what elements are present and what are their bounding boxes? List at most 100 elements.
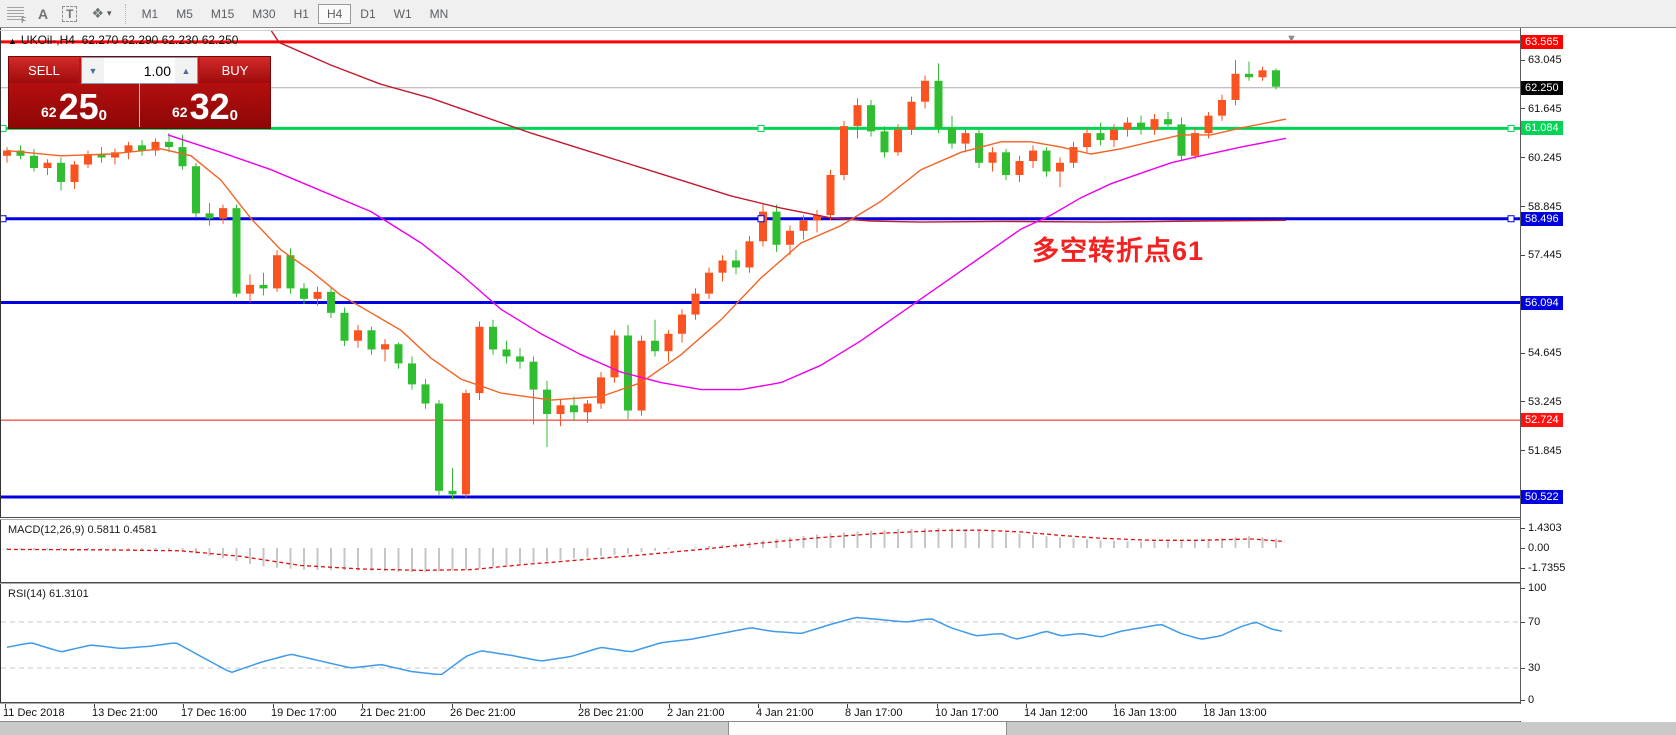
axis-separator [1520, 28, 1521, 722]
symbol-period-label: UKOil-,H4 [20, 33, 75, 47]
date-label: 18 Jan 13:00 [1203, 707, 1267, 719]
date-label: 28 Dec 21:00 [578, 707, 644, 719]
indicator-grid-icon[interactable]: F [7, 3, 26, 25]
timeframe-button-mn[interactable]: MN [429, 6, 449, 21]
chart-text-annotation[interactable]: 多空转折点61 [1032, 236, 1205, 266]
price-label-56.094: 56.094 [1521, 295, 1563, 310]
divider[interactable] [0, 582, 1676, 583]
price-label-63.045: 63.045 [1521, 53, 1562, 67]
divider [0, 30, 1676, 31]
line-handle[interactable] [1, 215, 7, 223]
buy-price-main: 32 [189, 86, 230, 127]
sell-price-sup: 0 [98, 107, 107, 124]
date-label: 16 Jan 13:00 [1113, 707, 1177, 719]
lot-decrease-button[interactable]: ▼ [82, 58, 104, 83]
arrows-objects-icon[interactable]: ❖ ▾ [91, 5, 112, 21]
divider[interactable] [0, 517, 1676, 518]
collapse-icon[interactable]: ▲ [8, 36, 17, 46]
chevron-down-icon: ▾ [107, 8, 112, 18]
horizontal-scrollbar[interactable] [0, 722, 1676, 735]
buy-price[interactable]: 62 32 0 [140, 83, 270, 127]
date-tick [1205, 704, 1206, 708]
sell-price[interactable]: 62 25 0 [9, 83, 140, 127]
ma-long-crimson [270, 29, 1287, 223]
rsi-axis-100: 100 [1521, 581, 1546, 595]
date-tick [273, 704, 274, 708]
macd-axis-1.4303: 1.4303 [1521, 521, 1562, 535]
date-tick [1115, 704, 1116, 708]
divider [0, 519, 1676, 520]
timeframe-group: M1 M5 M15 M30 H1 H4 D1 W1 MN [133, 3, 458, 24]
timeframe-button-d1[interactable]: D1 [360, 6, 376, 21]
price-label-51.845: 51.845 [1521, 444, 1562, 458]
price-label-53.245: 53.245 [1521, 395, 1562, 409]
divider [0, 583, 1676, 584]
sell-button[interactable]: SELL [9, 57, 79, 83]
price-label-58.496: 58.496 [1521, 211, 1563, 226]
timeframe-button-m1[interactable]: M1 [141, 6, 159, 21]
line-handle[interactable] [757, 215, 765, 223]
timeframe-button-w1[interactable]: W1 [393, 6, 412, 21]
date-label: 2 Jan 21:00 [667, 707, 725, 719]
price-label-52.724: 52.724 [1521, 413, 1563, 428]
date-tick [94, 704, 95, 708]
rsi-line [6, 616, 1283, 676]
rsi-axis-70: 70 [1521, 615, 1540, 629]
text-box-icon[interactable]: T [62, 3, 78, 25]
price-axis: 63.565 63.045 62.250 61.645 61.084 60.245 58.8… [1521, 28, 1676, 722]
lot-increase-button[interactable]: ▲ [175, 58, 197, 83]
price-label-61.084: 61.084 [1521, 121, 1563, 136]
one-click-trading-panel: SELL ▼ ▲ BUY 62 25 0 62 32 0 [8, 56, 271, 129]
date-label: 21 Dec 21:00 [360, 707, 426, 719]
toolbar: F A T ❖ ▾ M1 M5 M15 M30 H1 H4 D1 W1 MN [0, 0, 1676, 28]
buy-button[interactable]: BUY [200, 57, 270, 83]
macd-panel: MACD(12,26,9) 0.5811 0.4581 [0, 520, 1521, 582]
ohlc-values: 62.270 62.290 62.230 62.250 [81, 33, 239, 47]
macd-axis--1.7355: -1.7355 [1521, 561, 1565, 575]
date-tick [1026, 704, 1027, 708]
date-label: 14 Jan 12:00 [1024, 707, 1088, 719]
date-tick [758, 704, 759, 708]
price-label-63.565: 63.565 [1521, 34, 1563, 49]
price-label-57.445: 57.445 [1521, 248, 1562, 262]
date-tick [5, 704, 6, 708]
lot-size-box: ▼ ▲ [81, 57, 198, 84]
timeframe-button-m15[interactable]: M15 [210, 6, 235, 21]
candles-layer [3, 59, 1280, 500]
date-tick [847, 704, 848, 708]
date-tick [580, 704, 581, 708]
divider [0, 702, 1676, 703]
rsi-panel: RSI(14) 61.3101 [0, 584, 1521, 702]
date-label: 26 Dec 21:00 [450, 707, 516, 719]
toolbar-separator [124, 3, 127, 24]
line-handle[interactable] [1507, 215, 1515, 223]
timeframe-button-h1[interactable]: H1 [293, 6, 309, 21]
sell-price-main: 25 [58, 86, 99, 127]
scrollbar-thumb[interactable] [728, 722, 1007, 735]
timeframe-button-h4[interactable]: H4 [317, 3, 352, 24]
timeframe-button-m5[interactable]: M5 [176, 6, 193, 21]
buy-price-sup: 0 [229, 107, 238, 124]
date-tick [452, 704, 453, 708]
divider [0, 27, 1676, 28]
ma-medium-magenta [167, 134, 1287, 391]
rsi-axis-30: 30 [1521, 661, 1540, 675]
lot-size-input[interactable] [104, 58, 175, 83]
line-handle[interactable] [757, 124, 765, 132]
price-label-50.522: 50.522 [1521, 490, 1563, 504]
date-label: 4 Jan 21:00 [756, 707, 814, 719]
date-label: 17 Dec 16:00 [181, 707, 247, 719]
rsi-chart [1, 616, 1521, 676]
date-tick [669, 704, 670, 708]
arrow-down-marker[interactable]: ▼ [1286, 33, 1297, 45]
price-label-54.645: 54.645 [1521, 346, 1562, 360]
date-label: 11 Dec 2018 [3, 707, 65, 719]
line-handle[interactable] [1507, 124, 1515, 132]
macd-signal-line [7, 529, 1286, 572]
timeframe-button-m30[interactable]: M30 [252, 6, 276, 21]
divider [0, 721, 1676, 722]
date-label: 19 Dec 17:00 [271, 707, 337, 719]
line-handle[interactable] [1, 124, 7, 132]
text-label-icon[interactable]: A [38, 5, 49, 22]
